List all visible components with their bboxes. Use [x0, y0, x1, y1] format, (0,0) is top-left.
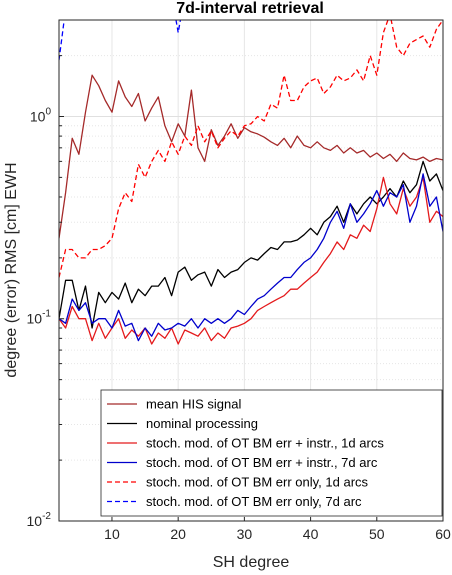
legend: mean HIS signal nominal processing stoch. …: [100, 389, 443, 517]
x-tick-label: 40: [303, 526, 319, 542]
x-tick-label: 50: [369, 526, 385, 542]
series-line-4: [59, 173, 443, 342]
legend-label-2: nominal processing: [146, 416, 258, 431]
x-tick-label: 30: [237, 526, 253, 542]
y-tick-label: 10-1: [27, 309, 52, 327]
series-line-3: [59, 176, 443, 345]
series-line-5: [59, 20, 443, 278]
series-line-2: [59, 160, 443, 329]
x-tick-label: 10: [104, 526, 120, 542]
legend-box: [100, 389, 443, 517]
x-tick-label: 20: [170, 526, 186, 542]
y-axis-label: degree (error) RMS [cm] EWH: [3, 162, 20, 377]
legend-label-6: stoch. mod. of OT BM err only, 7d arc: [146, 494, 362, 509]
axis-ticks: 10 20 30 40 50 60 10-2 10-1 100: [27, 19, 451, 542]
series-line-1: [59, 74, 443, 239]
x-axis-label: SH degree: [213, 554, 290, 571]
plot-frame: [58, 19, 444, 522]
legend-label-5: stoch. mod. of OT BM err only, 1d arcs: [146, 475, 369, 490]
legend-label-1: mean HIS signal: [146, 397, 241, 412]
legend-label-4: stoch. mod. of OT BM err + instr., 7d ar…: [146, 455, 378, 470]
y-tick-label: 10-2: [27, 511, 52, 529]
series-lines: [59, 20, 443, 345]
chart-title: 7d-interval retrieval: [176, 0, 324, 17]
y-tick-label: 100: [30, 106, 52, 124]
x-tick-label: 60: [435, 526, 451, 542]
legend-label-3: stoch. mod. of OT BM err + instr., 1d ar…: [146, 436, 384, 451]
